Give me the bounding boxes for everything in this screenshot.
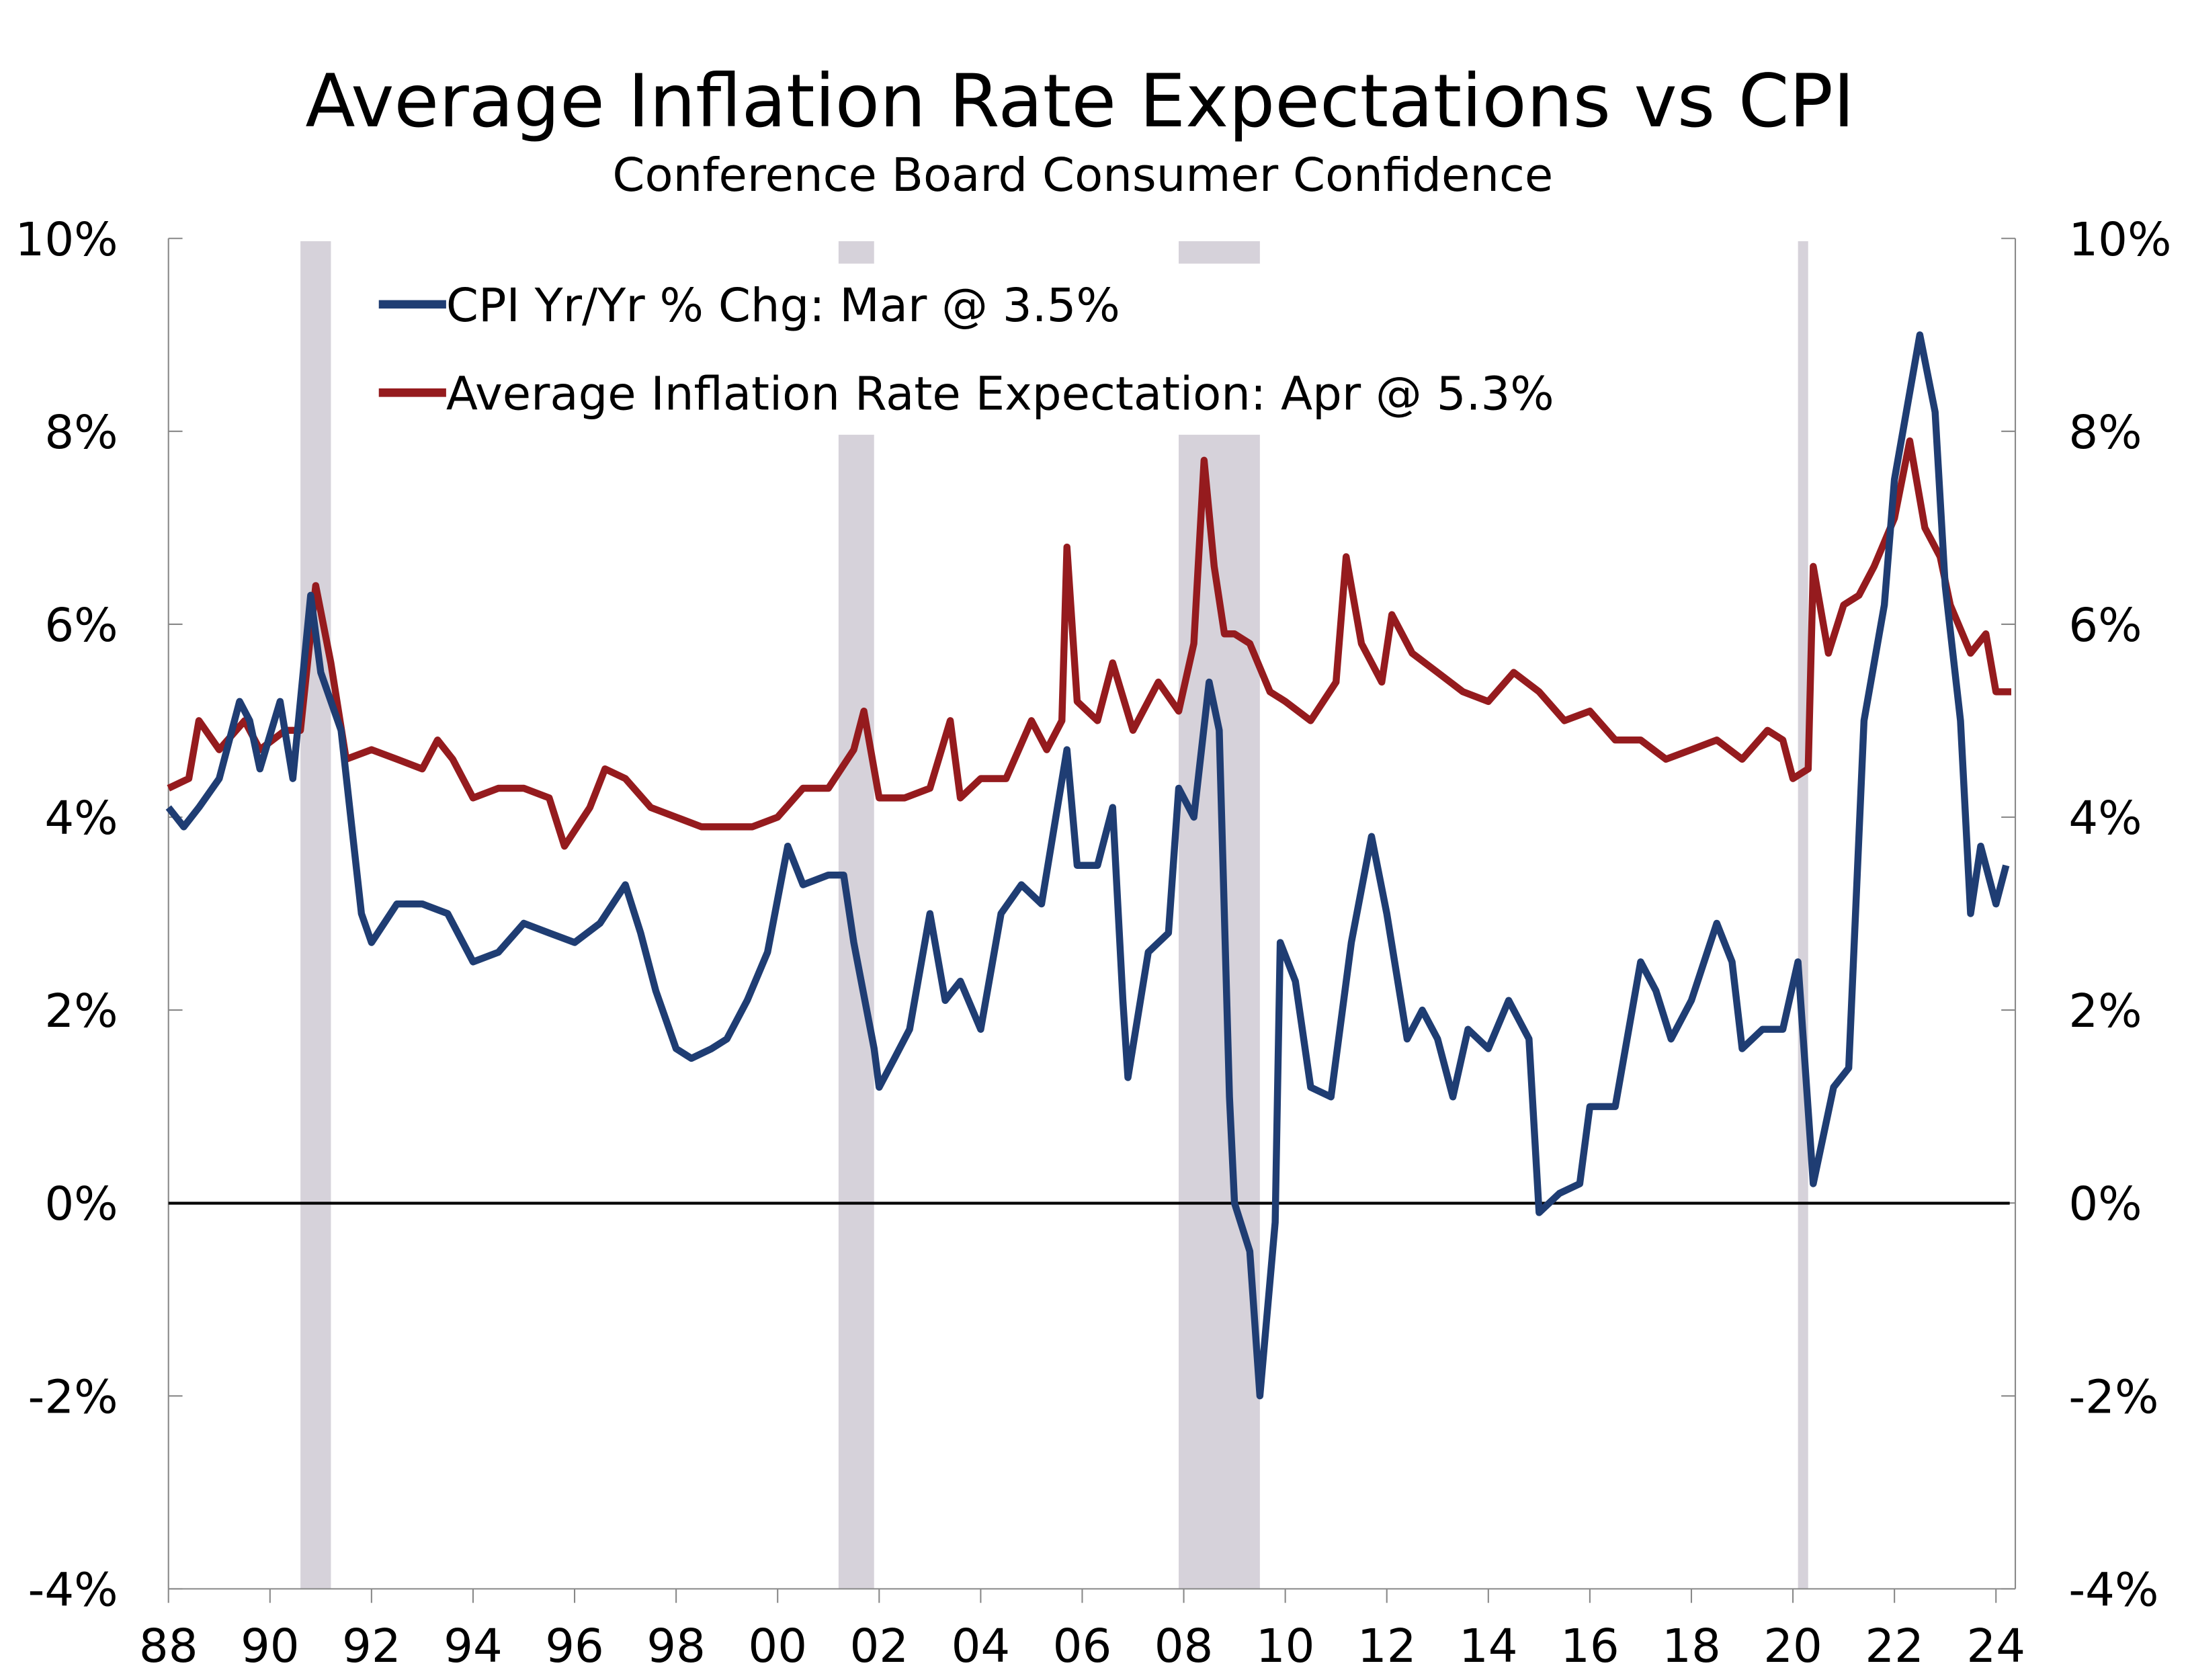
- x-tick-label: 02: [849, 1620, 909, 1673]
- cpi-line: [165, 331, 2010, 1400]
- recession-band: [838, 241, 874, 1589]
- y-tick-label-right: 8%: [2068, 406, 2142, 460]
- legend-label-cpi: CPI Yr/Yr % Chg: Mar @ 3.5%: [446, 279, 1120, 333]
- chart-title: Average Inflation Rate Expectations vs C…: [305, 58, 1855, 144]
- legend-label-expectation: Average Inflation Rate Expectation: Apr …: [446, 367, 1554, 421]
- x-tick-label: 22: [1865, 1620, 1924, 1673]
- axes: [167, 238, 2017, 1590]
- legend: CPI Yr/Yr % Chg: Mar @ 3.5% Average Infl…: [378, 279, 1554, 421]
- recession-band: [1179, 241, 1260, 1589]
- recession-band: [300, 241, 331, 1589]
- y-tick-label-left: 2%: [44, 984, 118, 1038]
- y-tick-label-right: 6%: [2068, 599, 2142, 653]
- y-tick-label-left: -4%: [28, 1563, 118, 1617]
- x-tick-label: 04: [952, 1620, 1011, 1673]
- x-tick-label: 12: [1357, 1620, 1417, 1673]
- y-tick-label-left: 4%: [44, 792, 118, 845]
- recession-band: [1798, 241, 1808, 1589]
- x-tick-label: 14: [1459, 1620, 1518, 1673]
- y-tick-label-right: 4%: [2068, 792, 2142, 845]
- recession-shading: [300, 241, 1808, 1589]
- x-tick-label: 90: [241, 1620, 300, 1673]
- chart-subtitle: Conference Board Consumer Confidence: [612, 149, 1553, 202]
- legend-background: [350, 263, 1697, 435]
- y-tick-label-right: 10%: [2068, 213, 2171, 267]
- y-tick-label-left: 6%: [44, 599, 118, 653]
- x-tick-label: 06: [1053, 1620, 1112, 1673]
- y-tick-label-left: 10%: [15, 213, 118, 267]
- y-tick-label-left: 8%: [44, 406, 118, 460]
- y-tick-label-right: 0%: [2068, 1177, 2142, 1231]
- x-tick-label: 18: [1662, 1620, 1721, 1673]
- y-tick-label-left: -2%: [28, 1370, 118, 1424]
- x-tick-label: 24: [1966, 1620, 2025, 1673]
- y-tick-label-right: -2%: [2068, 1370, 2158, 1424]
- x-tick-label: 08: [1154, 1620, 1214, 1673]
- x-tick-label: 20: [1763, 1620, 1822, 1673]
- x-tick-label: 00: [748, 1620, 807, 1673]
- expectation-line: [167, 437, 2011, 850]
- x-tick-label: 10: [1256, 1620, 1315, 1673]
- x-tick-label: 98: [646, 1620, 706, 1673]
- x-tick-label: 94: [444, 1620, 503, 1673]
- x-tick-label: 92: [342, 1620, 401, 1673]
- y-tick-label-right: -4%: [2068, 1563, 2158, 1617]
- x-tick-label: 96: [545, 1620, 604, 1673]
- x-tick-label: 16: [1560, 1620, 1619, 1673]
- y-tick-label-left: 0%: [44, 1177, 118, 1231]
- x-tick-label: 88: [139, 1620, 198, 1673]
- y-tick-label-right: 2%: [2068, 984, 2142, 1038]
